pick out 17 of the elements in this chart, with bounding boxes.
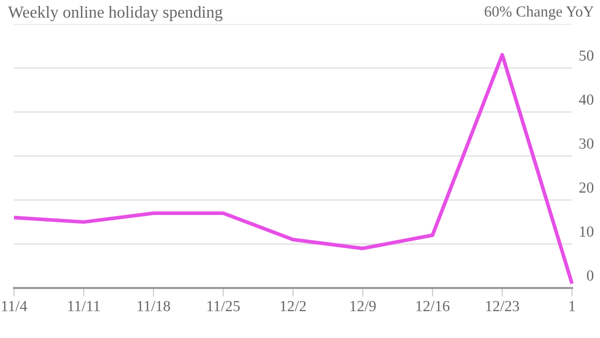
x-tick-label: 12/2 — [280, 300, 306, 312]
y-tick-label: 10 — [580, 226, 594, 237]
x-tick-label: 11/11 — [68, 301, 100, 312]
y-tick-label: 40 — [579, 94, 594, 105]
y-tick-label: 20 — [579, 182, 594, 193]
x-tick-label: 12/9 — [350, 300, 376, 312]
x-tick-label: 12/23 — [486, 300, 520, 312]
y-tick-label: 30 — [579, 138, 594, 149]
x-tick-label: 1 — [570, 301, 575, 312]
x-tick-label: 11/18 — [138, 300, 170, 312]
x-tick-label: 11/4 — [2, 301, 28, 312]
x-tick-label: 11/25 — [207, 300, 240, 312]
y-tick-label: 60% Change YoY — [484, 6, 594, 20]
y-tick-label: 0 — [586, 270, 594, 281]
x-tick-label: 12/16 — [416, 300, 450, 312]
chart-title: Weekly online holiday spending — [8, 6, 223, 22]
y-tick-label: 50 — [580, 50, 594, 61]
